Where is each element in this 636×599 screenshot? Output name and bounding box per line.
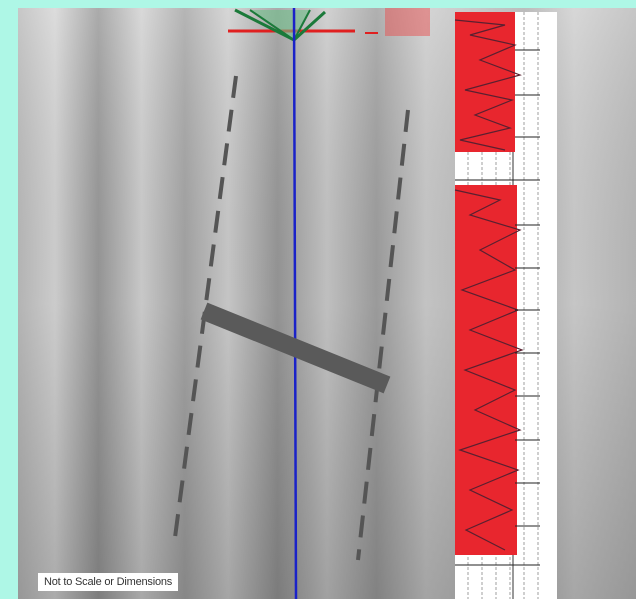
log-panel (455, 12, 557, 599)
screenshot: Not to Scale or Dimensions (0, 0, 636, 599)
seismic-image (18, 8, 636, 599)
caption: Not to Scale or Dimensions (38, 573, 178, 591)
